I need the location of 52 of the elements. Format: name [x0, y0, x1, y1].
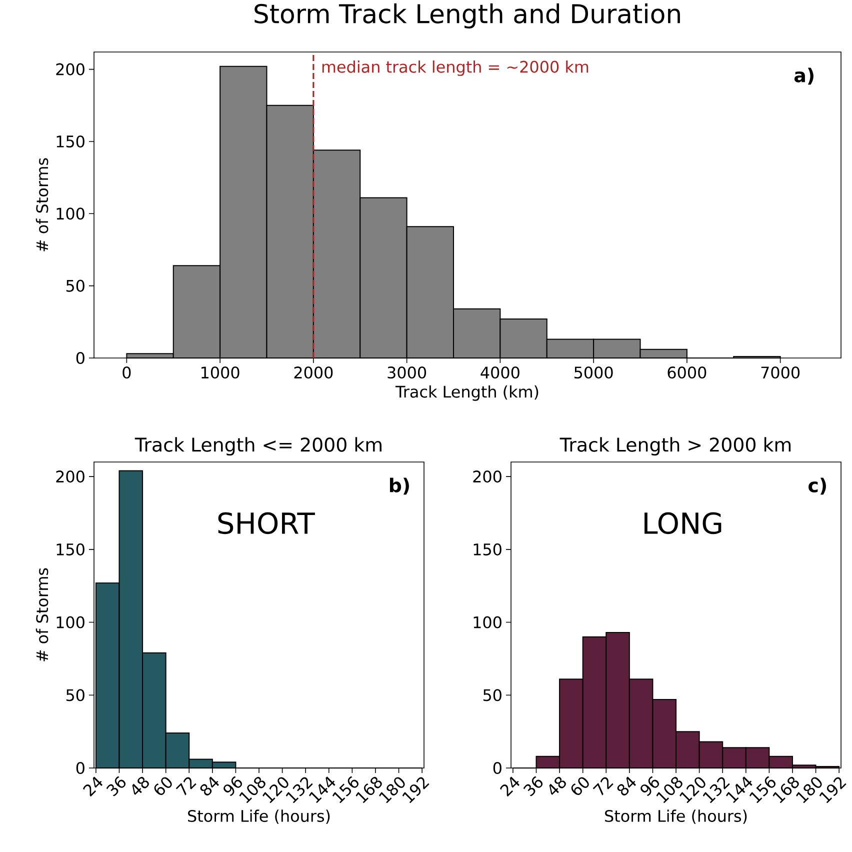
- ref-line-label: median track length = ~2000 km: [322, 60, 588, 76]
- x-tick-label: 24: [83, 776, 103, 797]
- chart-title: Storm Track Length and Duration: [254, 3, 680, 28]
- x-tick-label: 24: [500, 776, 520, 797]
- x-tick-label: 5000: [574, 366, 613, 379]
- annotation: LONG: [644, 512, 722, 534]
- y-tick-label: 0: [76, 352, 84, 364]
- x-axis-title: Storm Life (hours): [605, 810, 747, 824]
- x-tick-label: 4000: [480, 366, 520, 379]
- x-tick-label: 96: [640, 776, 660, 796]
- x-tick-label: 72: [176, 777, 196, 796]
- x-tick-label: 48: [132, 776, 149, 795]
- y-axis-title: # of Storms: [36, 568, 48, 662]
- y-tick-label: 100: [56, 208, 84, 220]
- x-tick-label: 192: [819, 777, 846, 804]
- x-tick-label: 7000: [761, 366, 800, 379]
- x-tick-label: 1000: [202, 366, 240, 379]
- x-tick-label: 192: [402, 777, 430, 804]
- x-tick-label: 3000: [388, 366, 426, 379]
- annotation: c): [808, 478, 826, 495]
- y-tick-label: 50: [483, 689, 502, 702]
- x-axis-title: Track Length (km): [395, 385, 538, 401]
- y-tick-label: 50: [66, 280, 84, 292]
- y-tick-label: 150: [474, 543, 502, 556]
- x-tick-label: 2000: [294, 366, 333, 379]
- y-tick-label: 200: [56, 470, 84, 483]
- x-tick-label: 6000: [668, 366, 706, 379]
- x-tick-label: 60: [571, 777, 589, 795]
- y-tick-label: 0: [76, 762, 84, 774]
- y-tick-label: 100: [56, 616, 84, 628]
- y-tick-label: 150: [56, 543, 84, 556]
- y-axis-title: # of Storms: [36, 158, 48, 252]
- x-tick-label: 60: [154, 777, 172, 795]
- y-tick-label: 200: [473, 470, 502, 483]
- y-tick-label: 50: [66, 689, 84, 702]
- annotation: a): [794, 68, 814, 85]
- annotation: SHORT: [218, 512, 315, 534]
- x-tick-label: 36: [106, 776, 126, 796]
- y-tick-label: 100: [474, 616, 502, 628]
- x-axis-title: Storm Life (hours): [188, 810, 330, 824]
- y-tick-label: 0: [493, 762, 502, 774]
- x-tick-label: 84: [617, 776, 636, 796]
- x-tick-label: 84: [200, 776, 219, 796]
- y-tick-label: 150: [56, 135, 84, 148]
- chart-title: Track Length <= 2000 km: [134, 437, 382, 456]
- x-tick-label: 72: [592, 777, 614, 796]
- x-tick-label: 0: [122, 366, 131, 379]
- chart-title: Track Length > 2000 km: [560, 437, 791, 456]
- annotation: b): [390, 478, 409, 495]
- y-tick-label: 200: [56, 63, 84, 76]
- x-tick-label: 36: [523, 776, 543, 796]
- x-tick-label: 48: [549, 776, 566, 795]
